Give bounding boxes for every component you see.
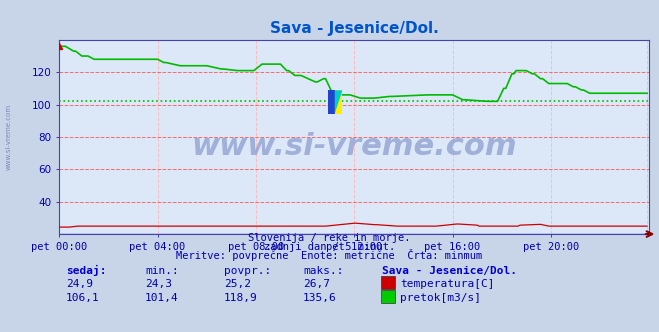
Polygon shape (335, 90, 343, 114)
Text: Sava - Jesenice/Dol.: Sava - Jesenice/Dol. (382, 266, 517, 276)
Text: temperatura[C]: temperatura[C] (400, 279, 494, 289)
Text: pretok[m3/s]: pretok[m3/s] (400, 293, 481, 303)
Text: min.:: min.: (145, 266, 179, 276)
Text: zadnji dan / 5 minut.: zadnji dan / 5 minut. (264, 242, 395, 252)
Text: 118,9: 118,9 (224, 293, 258, 303)
Text: 106,1: 106,1 (66, 293, 100, 303)
Text: 101,4: 101,4 (145, 293, 179, 303)
Text: 26,7: 26,7 (303, 279, 330, 289)
Title: Sava - Jesenice/Dol.: Sava - Jesenice/Dol. (270, 21, 439, 36)
Text: povpr.:: povpr.: (224, 266, 272, 276)
Text: 24,9: 24,9 (66, 279, 93, 289)
Text: sedaj:: sedaj: (66, 265, 106, 276)
Text: Meritve: povprečne  Enote: metrične  Črta: minmum: Meritve: povprečne Enote: metrične Črta:… (177, 249, 482, 261)
Text: 135,6: 135,6 (303, 293, 337, 303)
Bar (328, 90, 335, 114)
Text: www.si-vreme.com: www.si-vreme.com (5, 104, 11, 170)
Text: 25,2: 25,2 (224, 279, 251, 289)
Text: 24,3: 24,3 (145, 279, 172, 289)
Text: Slovenija / reke in morje.: Slovenija / reke in morje. (248, 233, 411, 243)
Text: maks.:: maks.: (303, 266, 343, 276)
Bar (328, 90, 343, 114)
Text: www.si-vreme.com: www.si-vreme.com (191, 132, 517, 161)
